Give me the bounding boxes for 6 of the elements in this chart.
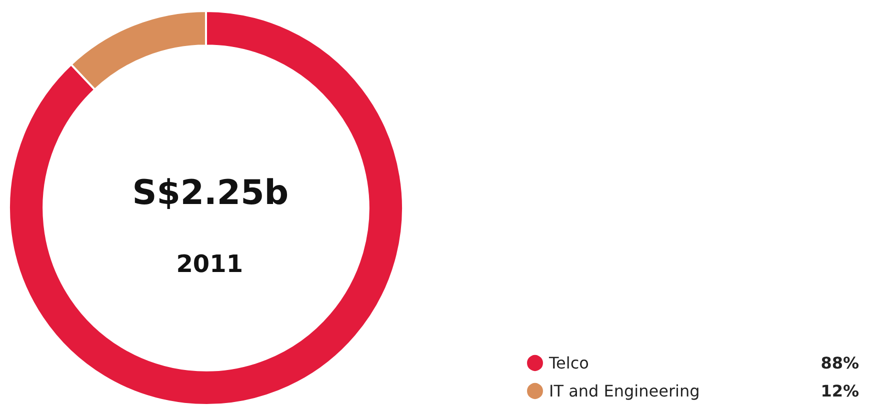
data-label: 88% [820,354,859,372]
data-label: 12% [820,382,859,400]
legend-label: IT and Engineering [549,382,700,400]
legend-label: Telco [548,354,589,372]
text: 2011 [176,250,244,278]
text: S$2.25b [132,173,289,213]
